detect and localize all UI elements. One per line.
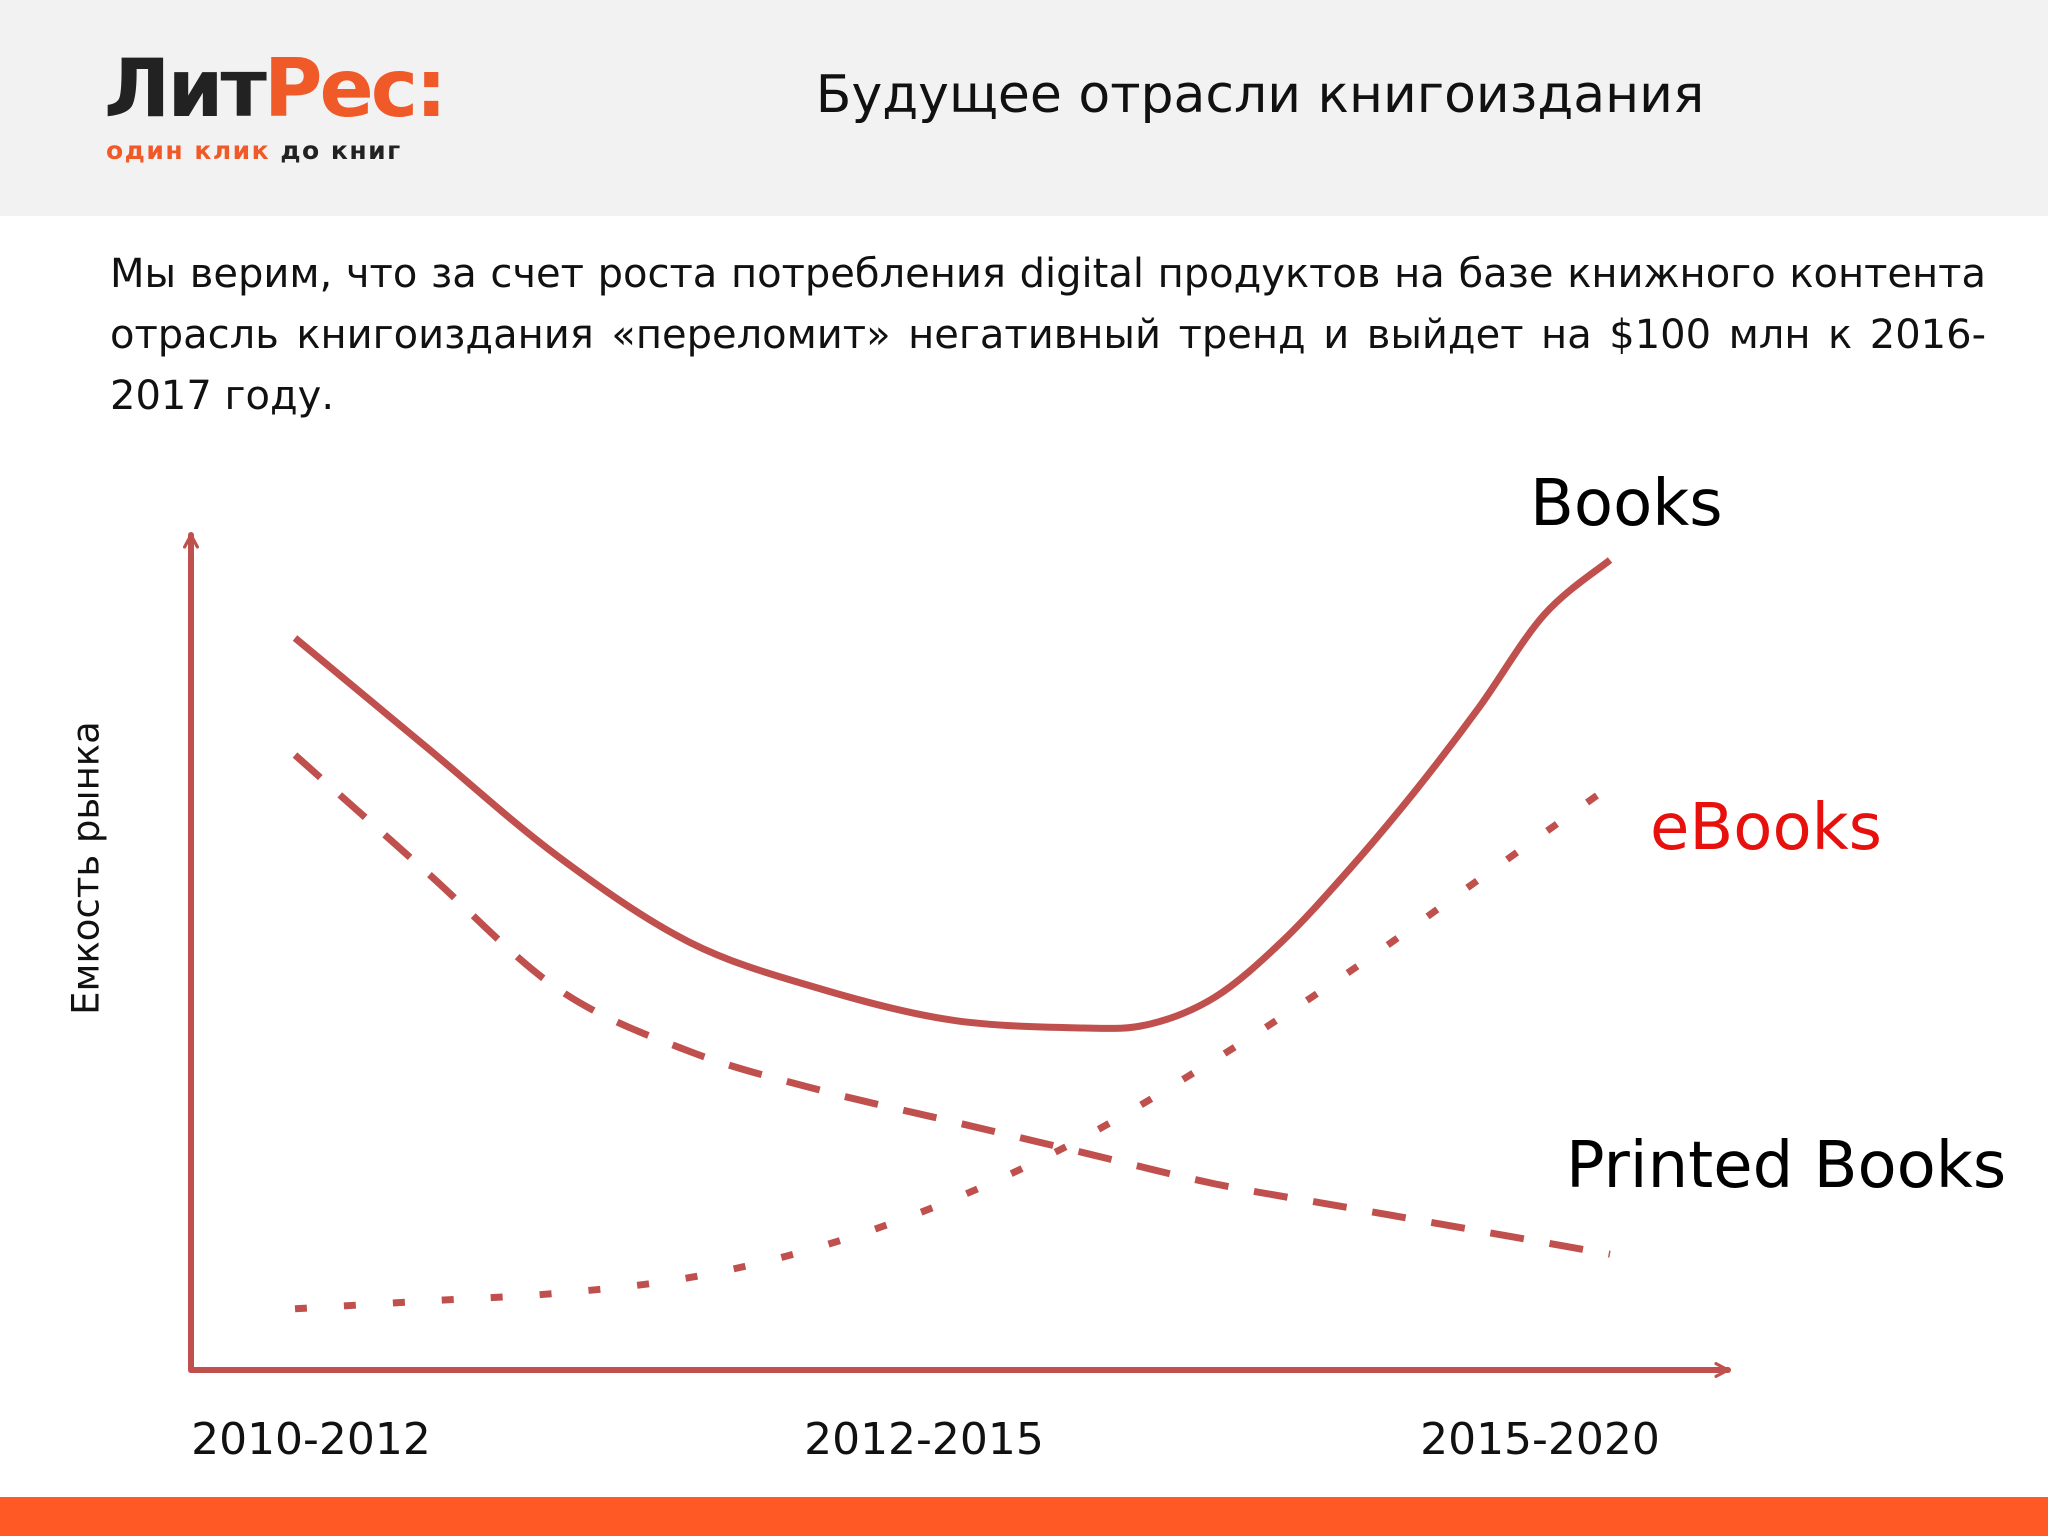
logo-wordmark: ЛитРес: [104, 42, 447, 135]
logo-tagline-dark: до книг [280, 136, 402, 165]
series-line-printed-books [292, 752, 1611, 1258]
logo-tagline-accent: один клик [106, 136, 271, 165]
y-axis-label: Емкость рынка [64, 721, 108, 1015]
litres-logo: ЛитРес: один клик до книг [104, 42, 447, 174]
series-line-ebooks [294, 783, 1613, 1313]
series-label-printed-books: Printed Books [1566, 1129, 2007, 1203]
footer-bar [0, 1497, 2048, 1536]
x-tick-label: 2015-2020 [1420, 1414, 1660, 1465]
logo-tagline: один клик до книг [106, 136, 402, 165]
slide-title: Будущее отрасли книгоиздания [815, 65, 1705, 125]
logo-name-accent: Рес: [263, 42, 447, 135]
slide-header: ЛитРес: один клик до книг Будущее отрасл… [0, 0, 2048, 216]
logo-name-dark: Лит [104, 42, 267, 135]
intro-text: Мы верим, что за счет роста потребления … [110, 251, 1986, 419]
series-layer [292, 557, 1613, 1313]
x-tick-label: 2010-2012 [191, 1414, 431, 1465]
x-tick-label: 2012-2015 [804, 1414, 1044, 1465]
series-label-books: Books [1530, 467, 1723, 541]
series-label-ebooks: eBooks [1650, 791, 1882, 865]
series-line-books [292, 557, 1613, 1032]
